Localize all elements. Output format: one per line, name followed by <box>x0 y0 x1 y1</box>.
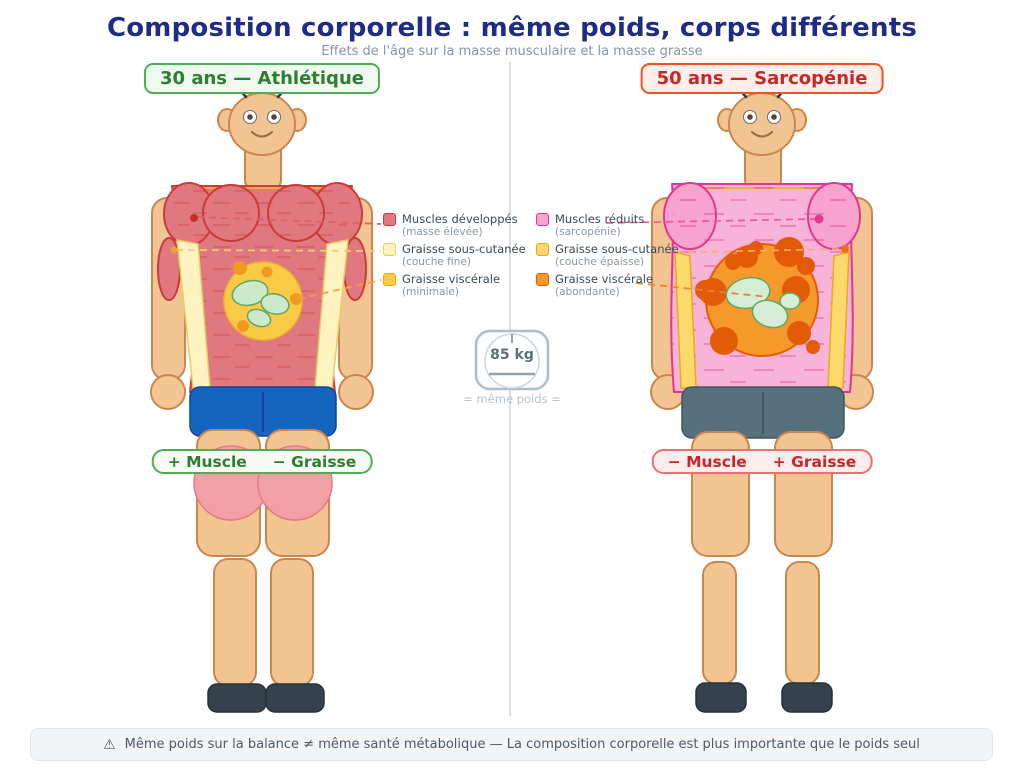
legend-sublabel: (minimale) <box>402 286 459 298</box>
fat-anchor-dot <box>841 245 849 253</box>
plus-muscle-label: + Muscle <box>167 452 247 471</box>
legend-athletic: Muscles développés (masse élevée) Graiss… <box>383 212 543 302</box>
footer-text: Même poids sur la balance ≠ même santé m… <box>124 737 920 752</box>
right-shoe <box>781 682 833 713</box>
page-title: Composition corporelle : même poids, cor… <box>106 13 918 43</box>
footer-note: ⚠ Même poids sur la balance ≠ même santé… <box>30 728 993 761</box>
legend-item-visceral-fat: Graisse viscérale (abondante) <box>536 272 696 299</box>
smile <box>251 131 273 138</box>
left-shoe <box>695 682 747 713</box>
visceral-fat-swatch <box>536 272 549 286</box>
legend-label: Graisse viscérale <box>402 272 501 286</box>
legend-label: Graisse sous-cutanée <box>555 242 679 256</box>
intestine <box>779 292 801 310</box>
legend-item-subcutaneous-fat: Graisse sous-cutanée (couche épaisse) <box>536 242 696 269</box>
intestine <box>246 308 272 328</box>
plus-fat-label: + Graisse <box>772 452 857 471</box>
visceral-fat-swatch <box>383 272 396 286</box>
legend-label: Graisse sous-cutanée <box>402 242 526 256</box>
right-hand <box>338 374 374 410</box>
fat-dot <box>233 261 247 275</box>
weight-scale <box>474 329 550 391</box>
legend-label: Muscles développés <box>402 212 518 226</box>
head <box>228 92 296 156</box>
legend-connectors <box>175 216 842 300</box>
legend-sublabel: (masse élevée) <box>402 226 483 238</box>
left-calf <box>213 558 257 687</box>
left-pupil <box>747 114 753 120</box>
intestine <box>231 279 269 307</box>
left-bicep <box>157 237 181 301</box>
legend-item-visceral-fat: Graisse viscérale (minimale) <box>383 272 543 299</box>
fat-anchor-dot <box>170 246 178 254</box>
scale-weight-value: 85 kg <box>490 347 534 363</box>
intestine <box>725 276 771 310</box>
legend-sarcopenia: Muscles réduits (sarcopénie) Graisse sou… <box>536 212 696 302</box>
minus-fat-label: − Graisse <box>272 452 357 471</box>
figure-athletic <box>150 87 374 713</box>
right-calf <box>785 561 820 685</box>
legend-item-muscles: Muscles réduits (sarcopénie) <box>536 212 696 239</box>
fat-dot <box>237 320 249 332</box>
right-shoe <box>265 683 325 713</box>
legend-sublabel: (couche épaisse) <box>555 256 645 268</box>
legend-sublabel: (sarcopénie) <box>555 226 621 238</box>
muscle-anchor-dot <box>814 214 824 224</box>
warning-icon: ⚠ <box>103 736 116 753</box>
figure-sarcopenia <box>650 87 874 713</box>
head <box>728 92 796 156</box>
right-pupil <box>271 114 277 120</box>
left-pupil <box>247 114 253 120</box>
fat-dot <box>290 293 302 305</box>
badge-muscle-fat-athletic: + Muscle − Graisse <box>151 449 373 474</box>
legend-sublabel: (couche fine) <box>402 256 471 268</box>
badge-muscle-fat-sarcopenia: − Muscle + Graisse <box>651 449 873 474</box>
legend-label: Graisse viscérale <box>555 272 654 286</box>
intestine <box>751 299 789 329</box>
fat-dot <box>261 266 273 278</box>
smile <box>751 131 773 138</box>
subcutaneous-fat-swatch <box>536 242 549 256</box>
legend-sublabel: (abondante) <box>555 286 620 298</box>
subcutaneous-fat-swatch <box>383 242 396 256</box>
muscle-swatch <box>536 212 549 226</box>
badge-athletic: 30 ans — Athlétique <box>144 63 380 94</box>
left-shoe <box>207 683 267 713</box>
scale-caption: = même poids = <box>463 392 561 406</box>
legend-label: Muscles réduits <box>555 212 645 226</box>
minus-muscle-label: − Muscle <box>667 452 747 471</box>
page-subtitle: Effets de l'âge sur la masse musculaire … <box>321 44 703 59</box>
muscle-anchor-dot <box>190 214 198 222</box>
left-calf <box>702 561 737 685</box>
legend-item-subcutaneous-fat: Graisse sous-cutanée (couche fine) <box>383 242 543 269</box>
right-pupil <box>771 114 777 120</box>
left-hand <box>150 374 186 410</box>
legend-item-muscles: Muscles développés (masse élevée) <box>383 212 543 239</box>
muscle-swatch <box>383 212 396 226</box>
right-calf <box>270 558 314 687</box>
badge-sarcopenia: 50 ans — Sarcopénie <box>640 63 884 94</box>
intestine <box>260 293 290 315</box>
